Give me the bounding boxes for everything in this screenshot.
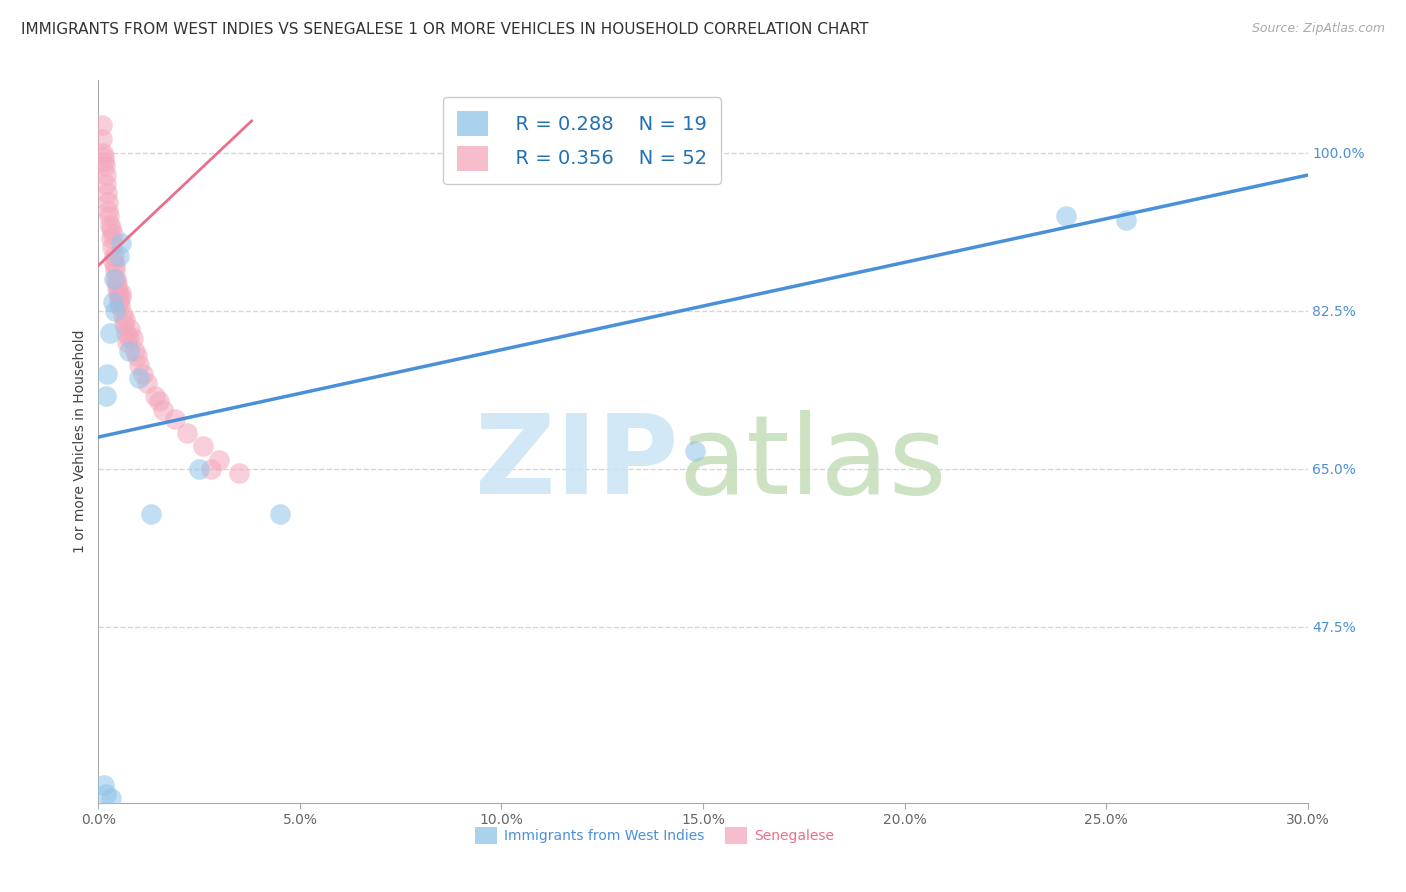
Point: [125, 349, 148, 363]
Point: [114, 312, 136, 326]
Point: [105, 277, 128, 291]
Point: [91, 132, 114, 146]
Point: [128, 358, 150, 372]
Point: [96, 367, 118, 381]
Point: [101, 294, 124, 309]
Point: [96, 177, 118, 191]
Point: [148, 393, 170, 408]
Point: [97, 195, 120, 210]
Point: [93, 150, 115, 164]
Point: [128, 371, 150, 385]
Point: [93, 778, 115, 792]
Point: [163, 412, 186, 426]
Point: [132, 367, 155, 381]
Point: [118, 321, 141, 335]
Point: [98, 218, 121, 232]
Legend: Immigrants from West Indies, Senegalese: Immigrants from West Indies, Senegalese: [470, 822, 839, 850]
Point: [118, 331, 141, 345]
Point: [110, 235, 132, 250]
Text: ZIP: ZIP: [475, 409, 679, 516]
Point: [269, 507, 291, 521]
Point: [96, 787, 118, 801]
Point: [108, 299, 131, 313]
Point: [1054, 209, 1077, 223]
Text: Source: ZipAtlas.com: Source: ZipAtlas.com: [1251, 22, 1385, 36]
Point: [110, 290, 132, 304]
Point: [117, 335, 139, 350]
Point: [101, 227, 124, 241]
Y-axis label: 1 or more Vehicles in Household: 1 or more Vehicles in Household: [73, 330, 87, 553]
Text: atlas: atlas: [679, 409, 948, 516]
Point: [96, 186, 118, 201]
Text: IMMIGRANTS FROM WEST INDIES VS SENEGALESE 1 OR MORE VEHICLES IN HOUSEHOLD CORREL: IMMIGRANTS FROM WEST INDIES VS SENEGALES…: [21, 22, 869, 37]
Point: [103, 272, 125, 286]
Point: [143, 389, 166, 403]
Point: [103, 259, 125, 273]
Point: [124, 344, 146, 359]
Point: [97, 204, 120, 219]
Point: [100, 791, 122, 805]
Point: [105, 281, 128, 295]
Point: [111, 308, 134, 322]
Point: [228, 466, 250, 480]
Point: [110, 285, 132, 300]
Point: [1115, 213, 1137, 227]
Point: [103, 249, 125, 263]
Point: [200, 461, 222, 475]
Point: [121, 331, 143, 345]
Point: [193, 439, 215, 453]
Point: [97, 209, 120, 223]
Point: [118, 344, 141, 359]
Point: [683, 443, 706, 458]
Point: [139, 507, 162, 521]
Point: [104, 263, 127, 277]
Point: [94, 159, 117, 173]
Point: [93, 154, 115, 169]
Point: [114, 326, 136, 341]
Point: [100, 231, 122, 245]
Point: [107, 290, 129, 304]
Point: [107, 249, 129, 263]
Point: [90, 119, 112, 133]
Point: [101, 240, 124, 254]
Point: [101, 253, 124, 268]
Point: [94, 389, 117, 403]
Point: [104, 303, 127, 318]
Point: [108, 294, 131, 309]
Point: [94, 168, 117, 182]
Point: [98, 326, 121, 341]
Point: [208, 452, 231, 467]
Point: [91, 145, 114, 160]
Point: [100, 222, 122, 236]
Point: [176, 425, 198, 440]
Point: [112, 317, 135, 331]
Point: [152, 403, 174, 417]
Point: [135, 376, 157, 390]
Point: [107, 285, 129, 300]
Point: [188, 461, 211, 475]
Point: [105, 272, 128, 286]
